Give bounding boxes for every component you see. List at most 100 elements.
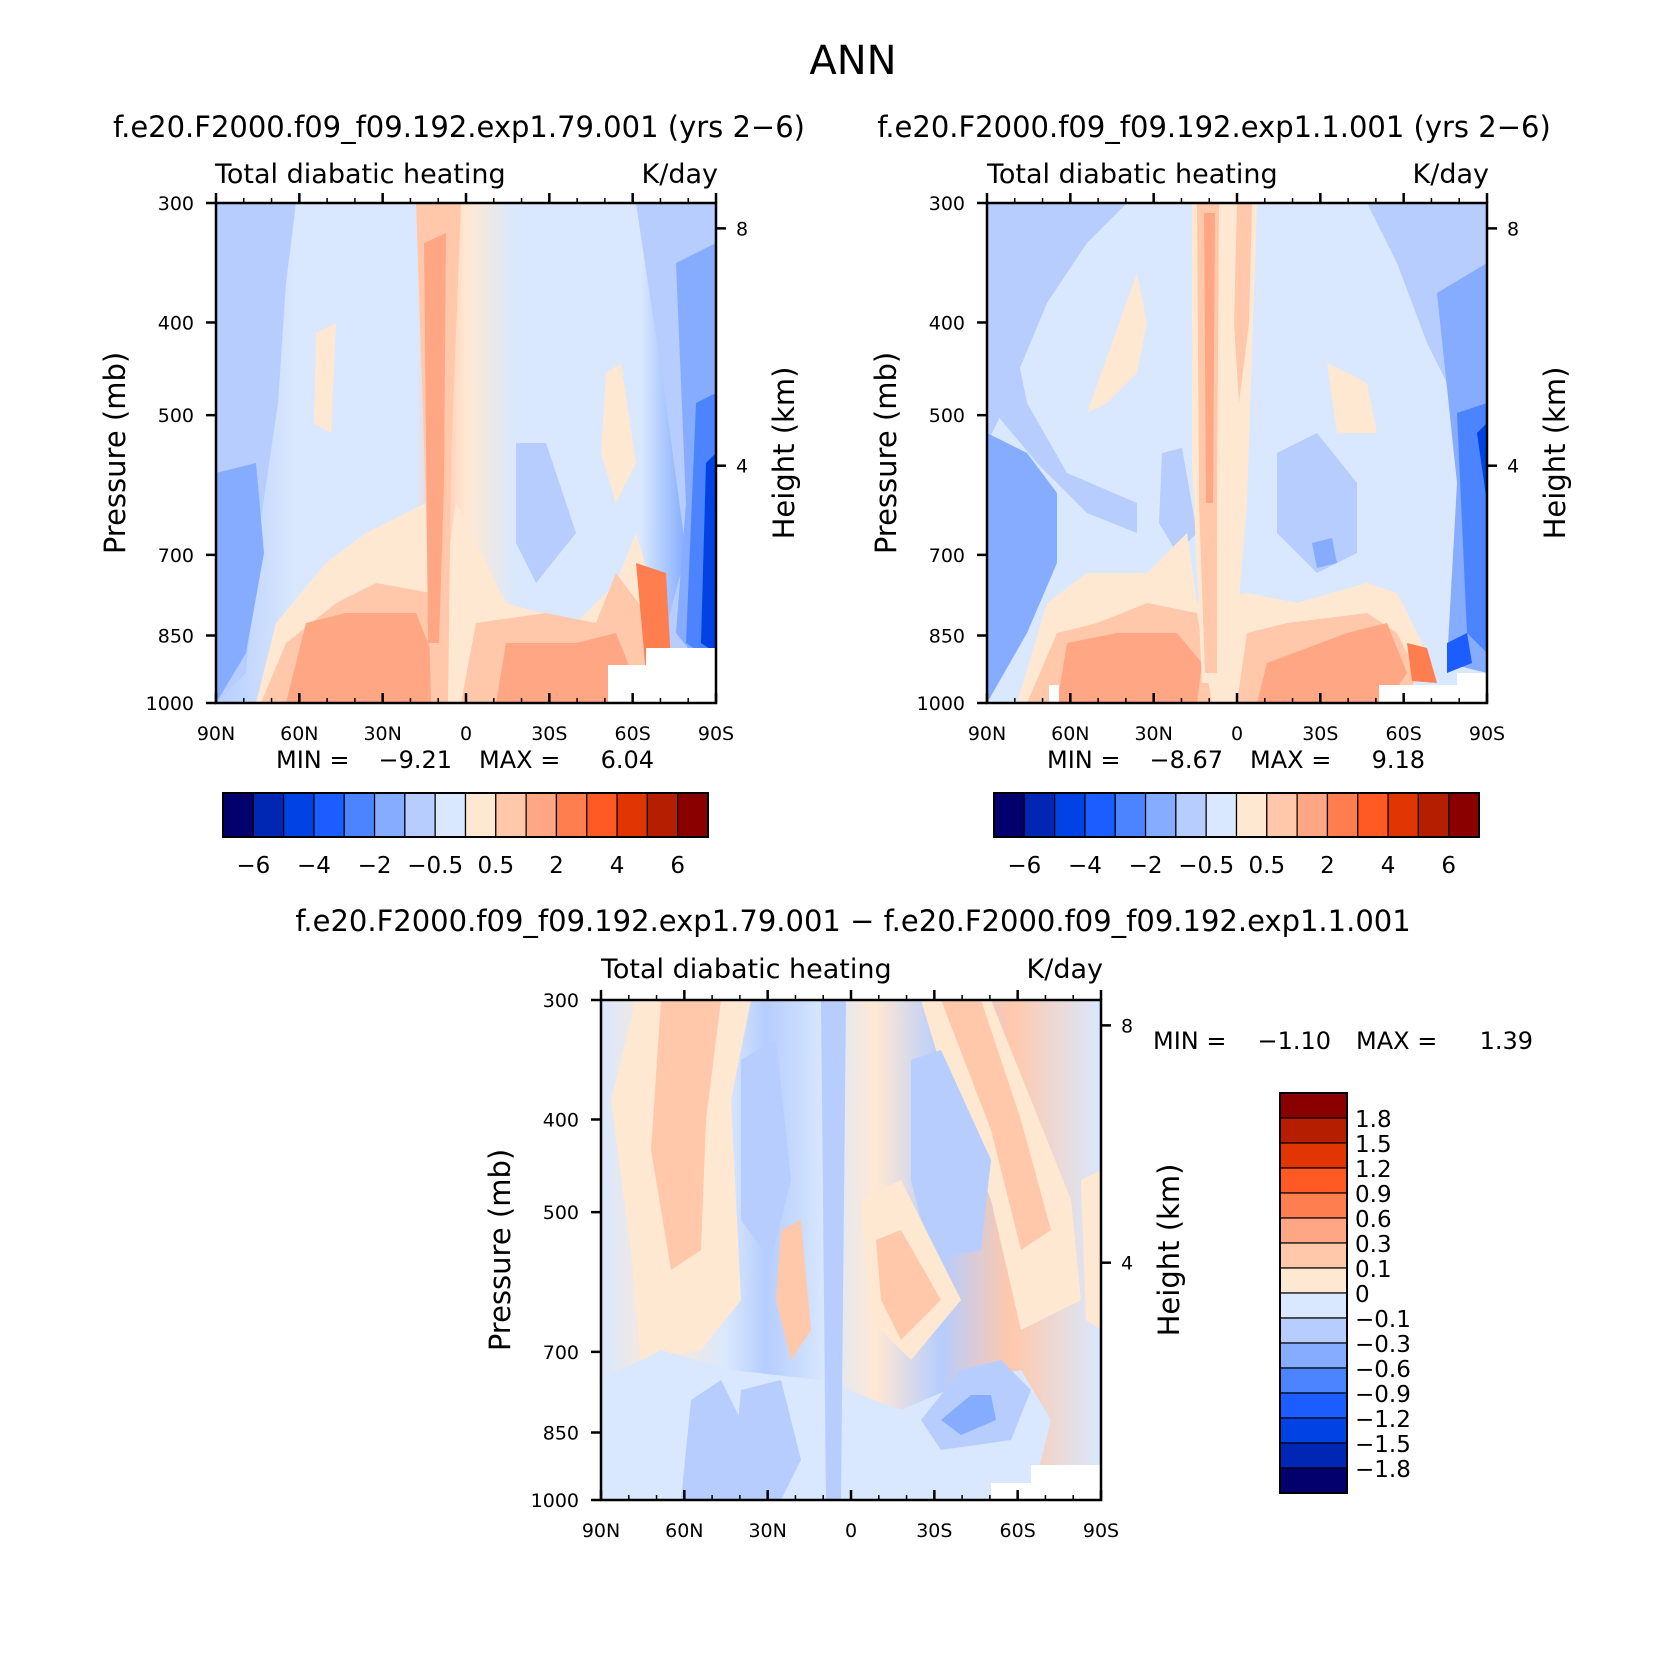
- x-tick-label: 90N: [582, 1520, 620, 1542]
- min-label: MIN =: [1047, 746, 1120, 774]
- y-tick: 400: [158, 312, 216, 334]
- y-tick: 300: [543, 990, 601, 1012]
- colorbar-label: −1.2: [1355, 1407, 1411, 1433]
- y-tick-label: 300: [543, 990, 579, 1012]
- y2-tick-label: 4: [1507, 456, 1519, 478]
- contour-field: [987, 203, 1487, 703]
- colorbar-swatch: [1279, 1242, 1348, 1269]
- min-value: −9.21: [378, 746, 452, 774]
- colorbar-swatch: [1144, 792, 1177, 838]
- y2-tick: 4: [716, 456, 748, 478]
- colorbar-label: −2: [1129, 853, 1163, 879]
- colorbar-swatch: [1279, 1292, 1348, 1319]
- x-tick-label: 0: [1231, 723, 1243, 745]
- y-axis-title: Pressure (mb): [98, 352, 132, 554]
- colorbar-swatch: [1448, 792, 1480, 838]
- colorbar: 1.81.51.20.90.60.30.10−0.1−0.3−0.6−0.9−1…: [1279, 1092, 1411, 1494]
- y2-axis-title: Height (km): [1538, 367, 1572, 540]
- y-tick-label: 700: [158, 545, 194, 567]
- colorbar-label: −0.1: [1355, 1307, 1411, 1333]
- colorbar-swatch: [343, 792, 376, 838]
- panel-title: f.e20.F2000.f09_f09.192.exp1.79.001 (yrs…: [113, 110, 805, 144]
- colorbar-swatch: [1279, 1092, 1348, 1119]
- colorbar-swatch: [555, 792, 588, 838]
- y-axis: 300 400 500 700 850 1000: [531, 990, 601, 1512]
- colorbar-swatch: [1279, 1217, 1348, 1244]
- y-tick-label: 1000: [146, 693, 194, 715]
- colorbar-label: 0.1: [1355, 1257, 1392, 1283]
- colorbar-swatch: [1279, 1142, 1348, 1169]
- colorbar-frame: [1279, 1092, 1348, 1494]
- colorbar-swatch: [1279, 1417, 1348, 1444]
- colorbar-label: 0.9: [1355, 1182, 1392, 1208]
- y-tick: 400: [929, 312, 987, 334]
- y-tick: 1000: [146, 693, 216, 715]
- panel-top-right: f.e20.F2000.f09_f09.192.exp1.1.001 (yrs …: [869, 110, 1572, 879]
- colorbar-label: 1.2: [1355, 1157, 1392, 1183]
- colorbar-swatch: [1279, 1342, 1348, 1369]
- y-tick: 300: [929, 193, 987, 215]
- colorbar-swatch: [1279, 1442, 1348, 1469]
- contour-field: [216, 203, 716, 703]
- y-tick: 500: [543, 1202, 601, 1224]
- y-tick: 850: [543, 1423, 601, 1445]
- y2-tick: 4: [1487, 456, 1519, 478]
- y-tick-label: 500: [929, 405, 965, 427]
- colorbar-swatch: [1279, 1117, 1348, 1144]
- colorbar-label: −0.9: [1355, 1382, 1411, 1408]
- y-axis-title: Pressure (mb): [869, 352, 903, 554]
- contour-field: [601, 1000, 1101, 1500]
- y-tick-label: 400: [158, 312, 194, 334]
- colorbar-swatch: [1279, 1367, 1348, 1394]
- y-tick: 850: [158, 626, 216, 648]
- left-label: Total diabatic heating: [214, 159, 506, 190]
- colorbar-swatch: [495, 792, 527, 838]
- max-label: MAX =: [1356, 1027, 1437, 1055]
- colorbar-swatch: [1417, 792, 1450, 838]
- y-tick: 1000: [531, 1490, 601, 1512]
- y2-axis: 84: [1101, 1015, 1133, 1275]
- colorbar-label: 0.5: [1249, 853, 1286, 879]
- colorbar-swatch: [1296, 792, 1329, 838]
- min-label: MIN =: [276, 746, 349, 774]
- colorbar-swatch: [1279, 1467, 1348, 1494]
- max-label: MAX =: [1250, 746, 1331, 774]
- colorbar-label: −1.8: [1355, 1457, 1411, 1483]
- y-tick-label: 400: [543, 1109, 579, 1131]
- x-axis: 90N 60N 30N 0 30S 60S 90S: [582, 990, 1119, 1542]
- colorbar-label: 2: [1320, 853, 1335, 879]
- x-tick-label: 30N: [1134, 723, 1172, 745]
- min-label: MIN =: [1153, 1027, 1226, 1055]
- colorbar-swatch: [1279, 1317, 1348, 1344]
- x-axis: 90N 60N 30N 0 30S 60S 90S: [197, 193, 734, 745]
- y2-tick: 8: [1101, 1015, 1133, 1037]
- y-tick: 850: [929, 626, 987, 648]
- x-tick-label: 90N: [968, 723, 1006, 745]
- colorbar-label: 0.6: [1355, 1207, 1392, 1233]
- y2-tick-label: 8: [1121, 1015, 1133, 1037]
- colorbar: −6 −4 −2 −0.5 0.5 2 4 6: [993, 792, 1480, 879]
- colorbar-swatch: [677, 792, 709, 838]
- max-value: 9.18: [1372, 746, 1425, 774]
- y2-tick-label: 8: [736, 218, 748, 240]
- colorbar-swatch: [586, 792, 618, 838]
- x-tick-label: 30N: [748, 1520, 786, 1542]
- y-tick: 300: [158, 193, 216, 215]
- colorbar-swatch: [1387, 792, 1419, 838]
- colorbar-swatch: [1235, 792, 1268, 838]
- x-tick-label: 90S: [1083, 1520, 1119, 1542]
- x-tick-label: 60N: [280, 723, 318, 745]
- colorbar-swatch: [1114, 792, 1147, 838]
- x-tick-label: 90S: [1469, 723, 1505, 745]
- colorbar-swatch: [525, 792, 558, 838]
- right-label: K/day: [1413, 159, 1489, 190]
- x-tick-label: 30S: [916, 1520, 952, 1542]
- min-value: −8.67: [1149, 746, 1223, 774]
- colorbar-swatch: [464, 792, 497, 838]
- panel-title: f.e20.F2000.f09_f09.192.exp1.1.001 (yrs …: [877, 110, 1551, 144]
- y-tick-label: 400: [929, 312, 965, 334]
- colorbar-label: −6: [236, 853, 270, 879]
- max-value: 1.39: [1480, 1027, 1533, 1055]
- y-tick: 700: [929, 545, 987, 567]
- colorbar-swatch: [404, 792, 436, 838]
